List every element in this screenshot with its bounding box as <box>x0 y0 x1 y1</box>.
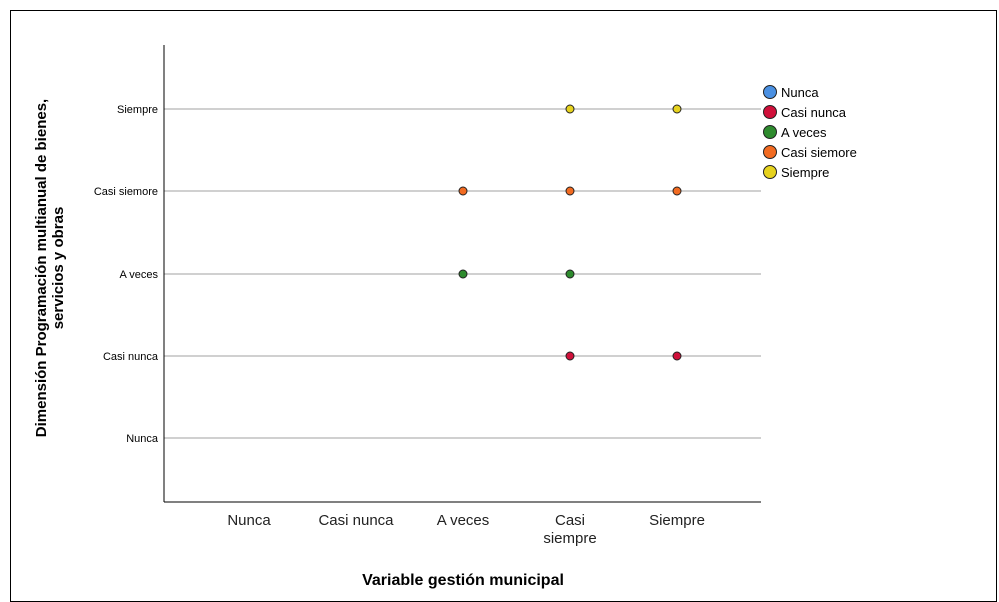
data-point-a-veces <box>458 269 468 279</box>
x-tick-label: Casi nunca <box>318 512 394 529</box>
data-point-siempre <box>565 104 575 114</box>
axes <box>163 45 761 503</box>
y-tick-label: A veces <box>119 269 158 281</box>
legend-marker <box>763 125 777 139</box>
legend-marker <box>763 165 777 179</box>
y-tick-label: Nunca <box>126 433 159 445</box>
gridlines <box>164 108 761 439</box>
x-tick-label: Siempre <box>649 512 705 529</box>
y-axis-title: Dimensión Programación multianual de bie… <box>33 99 67 437</box>
legend-label: A veces <box>781 125 827 140</box>
data-point-siempre <box>672 104 682 114</box>
legend-label: Siempre <box>781 165 829 180</box>
legend: Nunca Casi nunca A veces Casi siemore Siempr… <box>763 85 857 180</box>
data-point-casi-nunca <box>672 351 682 361</box>
data-point-casi-siemore <box>458 186 468 196</box>
x-tick-label: Nunca <box>227 512 271 529</box>
y-tick-labels: Nunca Casi nunca A veces Casi siemore Siempr… <box>94 104 159 445</box>
y-tick-label: Siempre <box>117 104 158 116</box>
y-tick-label: Casi siemore <box>94 186 158 198</box>
x-tick-label: A veces <box>437 512 490 529</box>
data-point-casi-siemore <box>672 186 682 196</box>
legend-marker <box>763 145 777 159</box>
legend-marker <box>763 105 777 119</box>
x-axis-title: Variable gestión municipal <box>362 572 564 589</box>
x-tick-label: Casi siempre <box>543 512 596 547</box>
data-point-casi-siemore <box>565 186 575 196</box>
legend-label: Nunca <box>781 85 819 100</box>
legend-label: Casi nunca <box>781 105 847 120</box>
y-tick-label: Casi nunca <box>103 351 159 363</box>
data-points <box>458 104 682 361</box>
data-point-a-veces <box>565 269 575 279</box>
x-tick-labels: Nunca Casi nunca A veces Casi siempre Siempre <box>227 512 705 547</box>
data-point-casi-nunca <box>565 351 575 361</box>
legend-marker <box>763 85 777 99</box>
legend-label: Casi siemore <box>781 145 857 160</box>
